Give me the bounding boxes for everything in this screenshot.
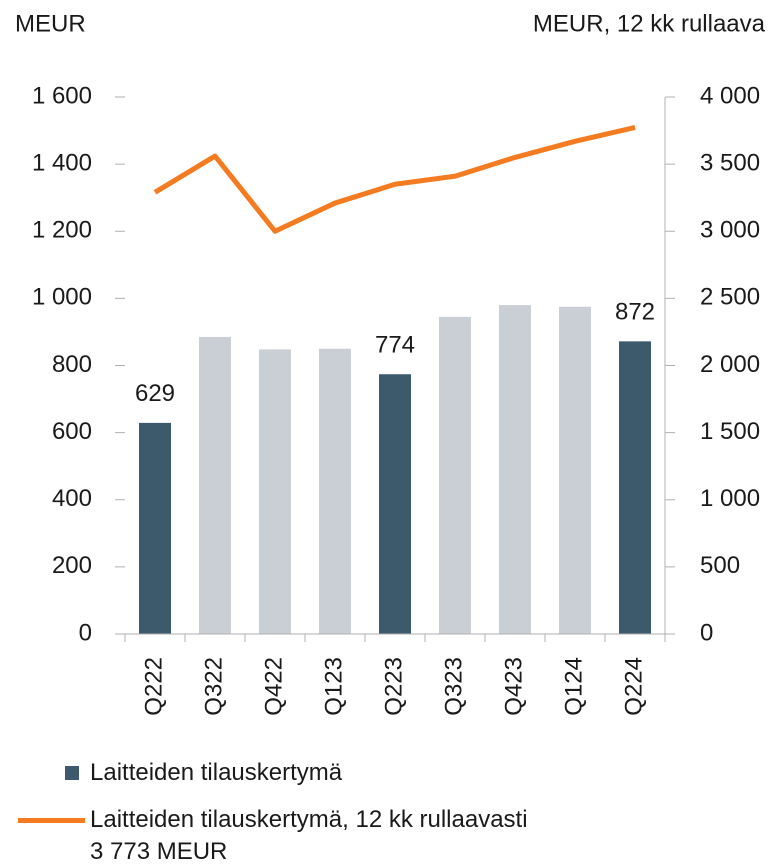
y-tick-label: 400 (52, 485, 92, 512)
bar (619, 341, 651, 634)
y2-tick-label: 1 500 (700, 418, 760, 445)
data-label: 872 (615, 299, 655, 326)
y2-tick-label: 1 000 (700, 485, 760, 512)
x-tick-label: Q123 (320, 657, 347, 716)
line (153, 125, 636, 234)
x-tick-label: Q322 (200, 657, 227, 716)
y2-tick-label: 4 000 (700, 82, 760, 109)
y2-tick-label: 2 000 (700, 351, 760, 378)
legend-label: Laitteiden tilauskertymä, 12 kk rullaava… (90, 806, 528, 865)
data-label: 774 (375, 332, 415, 359)
x-tick-label: Q323 (440, 657, 467, 716)
legend-label: Laitteiden tilauskertymä (90, 759, 343, 786)
bar (499, 305, 531, 634)
y-tick-label: 1 600 (32, 82, 92, 109)
bar (559, 306, 591, 634)
y2-tick-label: 3 500 (700, 149, 760, 176)
y2-tick-label: 3 000 (700, 217, 760, 244)
y2-tick-label: 2 500 (700, 284, 760, 311)
bar (259, 349, 291, 634)
y-tick-label: 0 (79, 619, 92, 646)
bar (139, 422, 171, 634)
x-tick-label: Q223 (380, 657, 407, 716)
x-tick-label: Q422 (260, 657, 287, 716)
y-tick-label: 1 000 (32, 284, 92, 311)
y2-axis-label: MEUR, 12 kk rullaava (533, 10, 766, 37)
y2-tick-label: 500 (700, 552, 740, 579)
legend-swatch (18, 818, 85, 823)
y-tick-label: 600 (52, 418, 92, 445)
y2-tick-label: 0 (700, 619, 713, 646)
y-tick-label: 200 (52, 552, 92, 579)
y-axis-label: MEUR (15, 10, 86, 37)
bar (379, 374, 411, 634)
x-tick-label: Q423 (500, 657, 527, 716)
bar (319, 348, 351, 634)
y-tick-label: 1 200 (32, 217, 92, 244)
x-tick-label: Q222 (140, 657, 167, 716)
bar (439, 316, 471, 634)
y-tick-label: 800 (52, 351, 92, 378)
y-tick-label: 1 400 (32, 149, 92, 176)
x-tick-label: Q224 (620, 657, 647, 716)
data-label: 629 (135, 380, 175, 407)
x-tick-label: Q124 (560, 657, 587, 716)
bar (199, 336, 231, 634)
legend-swatch (65, 766, 79, 780)
